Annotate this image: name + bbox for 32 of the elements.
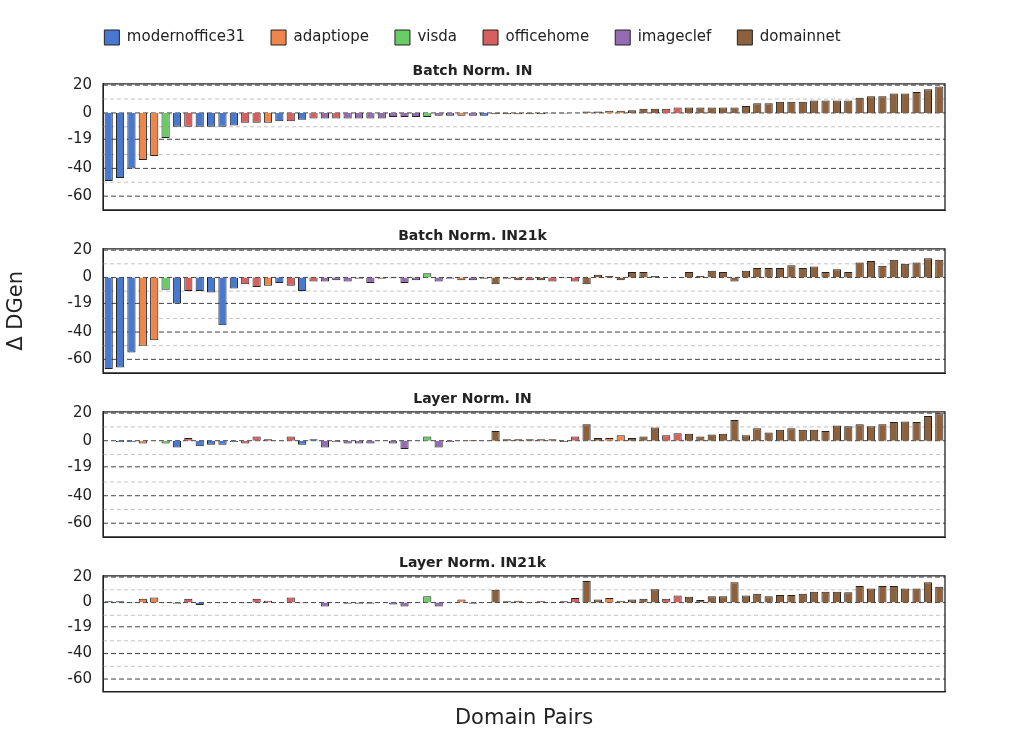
y-tick-label: -40 xyxy=(67,643,92,662)
y-tick-label: -60 xyxy=(67,668,92,687)
y-tick-label: -40 xyxy=(67,485,92,504)
y-tick-label: -19 xyxy=(67,129,92,148)
y-tick-label: 20 xyxy=(72,240,92,259)
legend-label: domainnet xyxy=(759,27,841,46)
x-axis-title: Domain Pairs xyxy=(454,704,594,729)
legend-label: imageclef xyxy=(637,27,713,46)
y-tick-label: -60 xyxy=(67,513,92,532)
y-tick-label: -19 xyxy=(67,293,92,312)
y-tick-label: -19 xyxy=(67,616,92,635)
chart-title: Batch Norm. IN xyxy=(412,62,533,79)
y-tick-label: 0 xyxy=(82,430,92,449)
legend-label: modernoffice31 xyxy=(126,27,246,46)
y-tick-label: -60 xyxy=(67,349,92,368)
y-tick-label: -40 xyxy=(67,158,92,177)
y-tick-label: 20 xyxy=(72,75,92,94)
y-tick-label: 20 xyxy=(72,403,92,422)
y-tick-label: 0 xyxy=(82,267,92,286)
y-tick-label: 0 xyxy=(82,102,92,121)
chart-title: Layer Norm. IN21k xyxy=(398,554,547,571)
y-axis-title: Δ DGen xyxy=(3,271,28,351)
chart-title: Layer Norm. IN xyxy=(413,390,532,407)
y-tick-label: 20 xyxy=(72,566,92,585)
y-tick-label: -40 xyxy=(67,321,92,340)
y-tick-label: -60 xyxy=(67,186,92,205)
chart-title: Batch Norm. IN21k xyxy=(398,227,548,244)
legend-label: visda xyxy=(417,27,458,46)
y-tick-label: 0 xyxy=(82,592,92,611)
legend-label: adaptiope xyxy=(293,27,369,46)
y-tick-label: -19 xyxy=(67,456,92,475)
legend-label: officehome xyxy=(505,27,590,46)
